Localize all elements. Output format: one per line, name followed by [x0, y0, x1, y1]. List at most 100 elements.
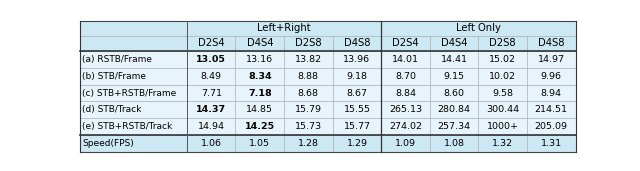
Bar [430, 135, 478, 152]
Bar [478, 51, 527, 68]
Text: 1.05: 1.05 [250, 139, 270, 148]
Bar [478, 36, 527, 51]
Text: 14.25: 14.25 [244, 122, 275, 131]
Text: 205.09: 205.09 [534, 122, 568, 131]
Bar [333, 85, 381, 101]
Bar [527, 36, 575, 51]
Text: 1.31: 1.31 [541, 139, 562, 148]
Text: 9.58: 9.58 [492, 89, 513, 97]
Bar [527, 68, 575, 85]
Text: 274.02: 274.02 [389, 122, 422, 131]
Text: 13.82: 13.82 [295, 55, 322, 64]
Bar [527, 85, 575, 101]
Bar [381, 85, 430, 101]
Bar [430, 51, 478, 68]
Bar [187, 118, 236, 135]
Text: 1.06: 1.06 [201, 139, 221, 148]
Text: D2S4: D2S4 [198, 38, 225, 48]
Bar [236, 68, 284, 85]
Text: 10.02: 10.02 [489, 72, 516, 81]
Bar [478, 85, 527, 101]
Text: 265.13: 265.13 [389, 105, 422, 114]
Text: D2S8: D2S8 [490, 38, 516, 48]
Bar [187, 135, 236, 152]
Bar [236, 101, 284, 118]
Text: (a) RSTB/Frame: (a) RSTB/Frame [83, 55, 152, 64]
Bar [381, 36, 430, 51]
Bar [284, 135, 333, 152]
Text: 15.55: 15.55 [344, 105, 371, 114]
Text: 1.29: 1.29 [346, 139, 367, 148]
Text: 7.71: 7.71 [201, 89, 221, 97]
Text: 8.94: 8.94 [541, 89, 562, 97]
Text: Left+Right: Left+Right [257, 23, 311, 33]
Bar [527, 118, 575, 135]
Text: 9.96: 9.96 [541, 72, 562, 81]
Text: 8.34: 8.34 [248, 72, 271, 81]
Bar [381, 101, 430, 118]
Text: (d) STB/Track: (d) STB/Track [83, 105, 142, 114]
Text: 15.77: 15.77 [344, 122, 371, 131]
Text: 13.96: 13.96 [344, 55, 371, 64]
Text: 14.85: 14.85 [246, 105, 273, 114]
Text: 13.16: 13.16 [246, 55, 273, 64]
Bar [333, 36, 381, 51]
Text: 14.01: 14.01 [392, 55, 419, 64]
Bar [381, 118, 430, 135]
Bar [187, 68, 236, 85]
Text: 15.02: 15.02 [489, 55, 516, 64]
Text: 7.18: 7.18 [248, 89, 271, 97]
Bar [478, 101, 527, 118]
Text: 8.60: 8.60 [444, 89, 465, 97]
Bar [478, 135, 527, 152]
Text: 8.67: 8.67 [346, 89, 367, 97]
Text: 8.49: 8.49 [201, 72, 221, 81]
Text: 8.68: 8.68 [298, 89, 319, 97]
Bar [478, 68, 527, 85]
Text: D4S8: D4S8 [538, 38, 564, 48]
Text: 14.94: 14.94 [198, 122, 225, 131]
Bar [284, 68, 333, 85]
Text: (b) STB/Frame: (b) STB/Frame [83, 72, 147, 81]
Bar [381, 135, 430, 152]
Text: (e) STB+RSTB/Track: (e) STB+RSTB/Track [83, 122, 173, 131]
Text: 8.88: 8.88 [298, 72, 319, 81]
Bar [236, 118, 284, 135]
Bar [284, 51, 333, 68]
Bar [333, 118, 381, 135]
Text: 1.28: 1.28 [298, 139, 319, 148]
Bar [236, 85, 284, 101]
Bar [187, 101, 236, 118]
Bar [430, 36, 478, 51]
Bar [430, 101, 478, 118]
Bar [236, 135, 284, 152]
Text: 14.41: 14.41 [440, 55, 468, 64]
Bar [527, 135, 575, 152]
Bar [284, 85, 333, 101]
Text: D4S8: D4S8 [344, 38, 370, 48]
Text: 1.09: 1.09 [395, 139, 416, 148]
Text: 15.73: 15.73 [295, 122, 322, 131]
Text: 8.70: 8.70 [395, 72, 416, 81]
Text: 9.18: 9.18 [346, 72, 367, 81]
Text: D4S4: D4S4 [246, 38, 273, 48]
Bar [430, 118, 478, 135]
Bar [430, 85, 478, 101]
Bar [333, 135, 381, 152]
Bar [236, 51, 284, 68]
Text: 13.05: 13.05 [196, 55, 226, 64]
Text: (c) STB+RSTB/Frame: (c) STB+RSTB/Frame [83, 89, 177, 97]
Text: D2S4: D2S4 [392, 38, 419, 48]
Text: 1.32: 1.32 [492, 139, 513, 148]
Text: 1000+: 1000+ [486, 122, 518, 131]
Bar [527, 101, 575, 118]
Text: 14.97: 14.97 [538, 55, 564, 64]
Bar [333, 68, 381, 85]
Bar [284, 118, 333, 135]
Text: D4S4: D4S4 [441, 38, 467, 48]
Bar [236, 36, 284, 51]
Bar [381, 51, 430, 68]
Bar [187, 85, 236, 101]
Text: 214.51: 214.51 [534, 105, 568, 114]
Text: 280.84: 280.84 [438, 105, 470, 114]
